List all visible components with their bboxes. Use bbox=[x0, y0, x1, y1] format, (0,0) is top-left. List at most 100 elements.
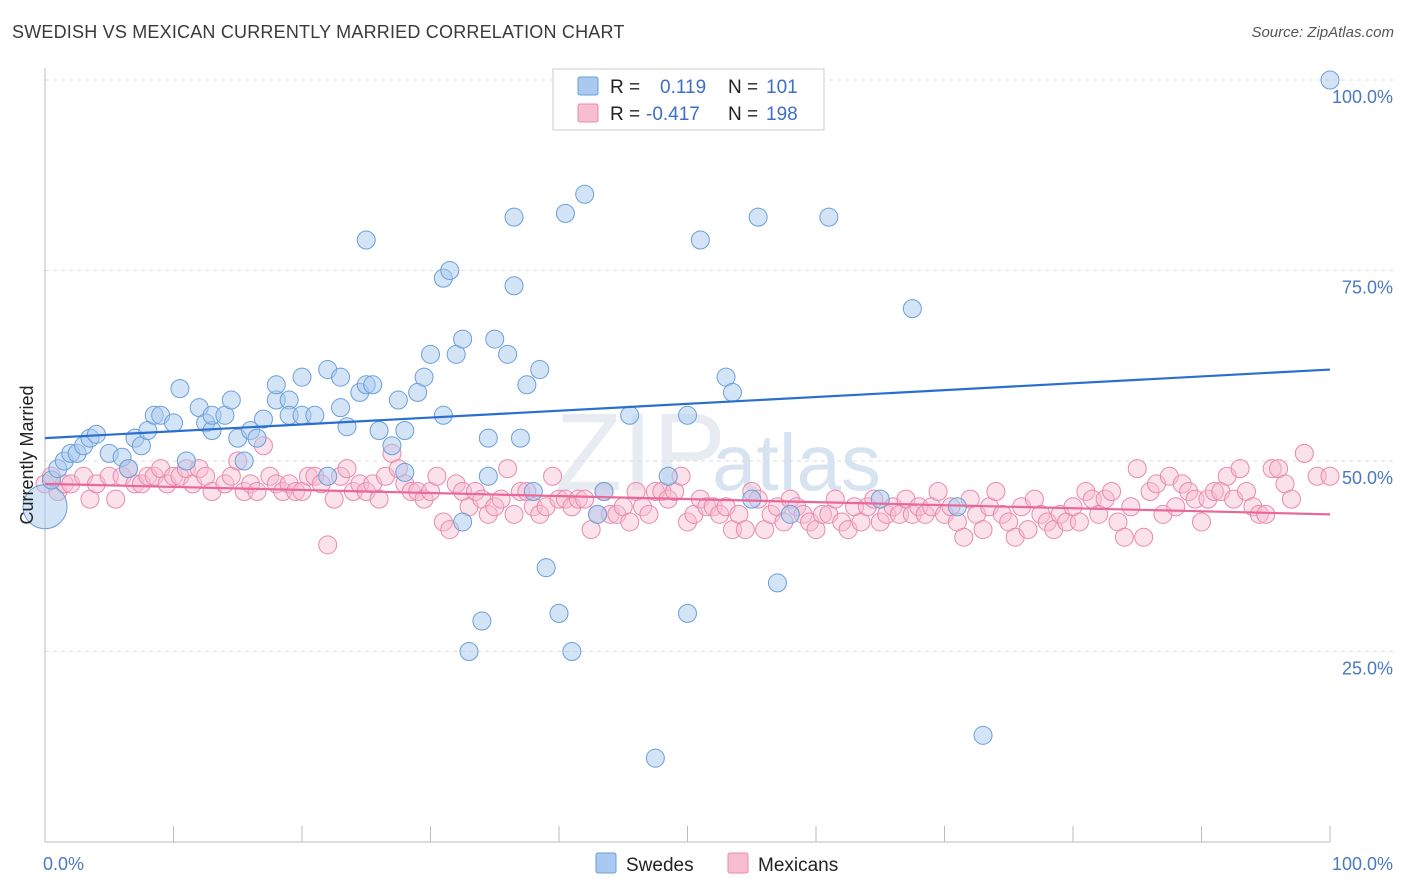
swedes-point bbox=[221, 390, 241, 410]
mexicans-point bbox=[498, 459, 518, 479]
swedes-point bbox=[433, 405, 453, 425]
swedes-point bbox=[266, 375, 286, 395]
swedes-point bbox=[588, 504, 608, 524]
swedes-point bbox=[453, 329, 473, 349]
mexicans-point bbox=[318, 535, 338, 555]
swedes-legend-swatch bbox=[577, 76, 599, 96]
mexicans-legend-swatch bbox=[577, 103, 599, 123]
swedes-point bbox=[555, 203, 575, 223]
mexicans-point bbox=[485, 497, 505, 517]
swedes-point bbox=[1320, 70, 1340, 90]
mexicans-point bbox=[504, 504, 524, 524]
swedes-point bbox=[819, 207, 839, 227]
swedes-point bbox=[645, 748, 665, 768]
mexicans-point bbox=[1018, 520, 1038, 540]
mexicans-bottom-swatch bbox=[727, 852, 749, 874]
swedes-point bbox=[562, 642, 582, 661]
swedes-n-label: N = bbox=[728, 77, 758, 98]
mexicans-point bbox=[1076, 481, 1096, 501]
mexicans-point bbox=[491, 489, 511, 509]
mexicans-point bbox=[1102, 481, 1122, 501]
mexicans-point bbox=[324, 489, 344, 509]
mexicans-point bbox=[568, 489, 588, 509]
y-axis-label: Currently Married bbox=[17, 385, 37, 524]
swedes-point bbox=[780, 504, 800, 524]
mexicans-point bbox=[247, 481, 267, 501]
mexicans-point bbox=[973, 520, 993, 540]
mexicans-point bbox=[1121, 497, 1141, 517]
mexicans-point bbox=[1294, 443, 1314, 463]
trend-lines bbox=[44, 368, 1331, 516]
y-tick-label: 100.0% bbox=[1332, 87, 1393, 107]
swedes-points bbox=[22, 70, 1340, 768]
x-tick-label-max: 100.0% bbox=[1332, 854, 1393, 874]
swedes-point bbox=[388, 390, 408, 410]
swedes-point bbox=[620, 405, 640, 425]
mexicans-point bbox=[954, 527, 974, 547]
swedes-point bbox=[472, 611, 492, 631]
swedes-r-value: 0.119 bbox=[660, 77, 706, 98]
mexicans-r-label: R = bbox=[610, 104, 640, 125]
swedes-point bbox=[337, 417, 357, 437]
mexicans-point bbox=[575, 489, 595, 509]
swedes-point bbox=[395, 462, 415, 482]
swedes-point bbox=[382, 436, 402, 456]
swedes-point bbox=[253, 409, 273, 429]
mexicans-point bbox=[620, 512, 640, 532]
mexicans-point bbox=[710, 504, 730, 524]
swedes-point bbox=[510, 428, 530, 448]
chart-title: SWEDISH VS MEXICAN CURRENTLY MARRIED COR… bbox=[12, 22, 625, 42]
swedes-point bbox=[767, 573, 787, 593]
swedes-point bbox=[119, 459, 139, 479]
swedes-point bbox=[421, 344, 440, 364]
watermark-zip: ZIP bbox=[555, 391, 726, 514]
correlation-legend: R = 0.119 N = 101 R = -0.417 N = 198 bbox=[552, 68, 825, 131]
swedes-point bbox=[485, 329, 505, 349]
swedes-point bbox=[678, 603, 697, 623]
swedes-point bbox=[523, 481, 543, 501]
mexicans-point bbox=[1179, 481, 1199, 501]
mexicans-point bbox=[414, 489, 434, 509]
mexicans-point bbox=[870, 512, 890, 532]
swedes-point bbox=[318, 466, 338, 486]
swedes-trend-line bbox=[44, 368, 1331, 440]
mexicans-point bbox=[478, 504, 498, 524]
gridlines bbox=[45, 79, 1395, 652]
swedes-point bbox=[440, 261, 460, 280]
mexicans-point bbox=[465, 481, 485, 501]
swedes-point bbox=[331, 398, 351, 418]
mexicans-point bbox=[1256, 504, 1276, 524]
swedes-point bbox=[478, 428, 498, 448]
mexicans-point bbox=[678, 512, 697, 532]
mexicans-point bbox=[1204, 481, 1224, 501]
swedes-point bbox=[973, 725, 993, 745]
mexicans-point bbox=[1031, 504, 1051, 524]
mexicans-point bbox=[543, 466, 563, 486]
mexicans-point bbox=[992, 504, 1012, 524]
swedes-point bbox=[356, 230, 376, 250]
swedes-point bbox=[742, 489, 762, 509]
mexicans-point bbox=[825, 489, 845, 509]
swedes-point bbox=[722, 382, 742, 402]
swedes-point bbox=[870, 489, 890, 509]
mexicans-point bbox=[530, 504, 550, 524]
swedes-point bbox=[530, 360, 550, 380]
swedes-point bbox=[748, 207, 768, 227]
y-tick-label: 75.0% bbox=[1342, 278, 1393, 298]
mexicans-point bbox=[106, 489, 126, 509]
swedes-point bbox=[902, 299, 922, 319]
mexicans-point bbox=[1320, 466, 1340, 486]
swedes-bottom-swatch bbox=[595, 852, 617, 874]
swedes-point bbox=[690, 230, 710, 250]
swedes-r-label: R = bbox=[610, 77, 640, 98]
swedes-point bbox=[305, 405, 325, 425]
swedes-point bbox=[504, 207, 524, 227]
mexicans-point bbox=[1127, 459, 1147, 479]
mexicans-point bbox=[337, 459, 357, 479]
mexicans-point bbox=[1192, 512, 1211, 532]
swedes-point bbox=[164, 413, 183, 433]
mexicans-trend-line bbox=[44, 482, 1331, 516]
mexicans-point bbox=[433, 512, 453, 532]
swedes-point bbox=[176, 451, 196, 471]
